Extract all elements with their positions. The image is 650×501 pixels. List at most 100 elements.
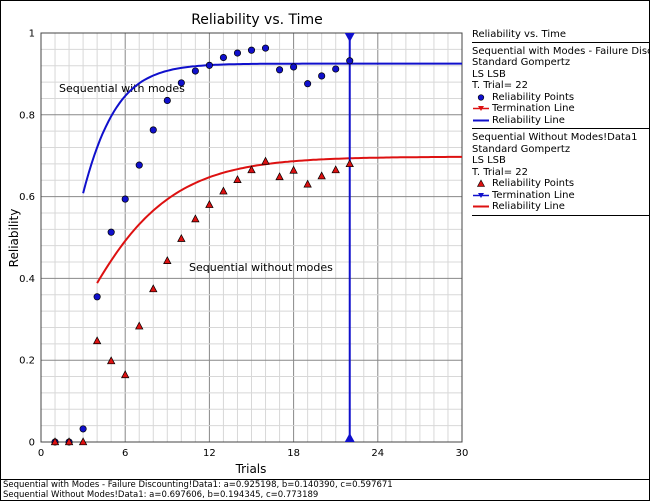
data-point-without-modes [78,437,88,446]
reliability-chart: Reliability vs. Time 0 6 12 18 24 30 0 0.2 0.4 0.… [7,12,468,476]
data-point-with-modes [304,80,312,88]
data-point-without-modes [121,370,130,379]
data-point-with-modes [346,57,354,65]
legend-line: LS LSB [472,68,506,80]
red-triangle-icon [472,178,490,189]
data-point-with-modes [233,49,242,57]
legend-line: LS LSB [472,155,506,166]
legend-entry-label: Reliability Line [492,114,565,126]
legend-entry-label: Reliability Line [492,201,565,212]
reliability-curves [82,62,462,284]
legend-group-without-modes: Sequential Without Modes!Data1 Standard … [472,132,649,216]
x-tick-label: 12 [203,448,216,459]
legend-line: Standard Gompertz [472,57,571,68]
data-point-with-modes [191,67,199,75]
legend-line: T. Trial= 22 [472,80,528,91]
data-point-with-modes [177,79,185,87]
data-point-with-modes [135,161,143,169]
reliability-line-without-modes [96,155,462,284]
data-point-without-modes [135,321,144,330]
data-point-with-modes [149,126,157,134]
legend-entry: Reliability Points [472,178,649,190]
legend-line: Sequential with Modes - Failure Discount… [472,45,649,57]
termination-top-arrow [344,33,355,42]
data-point-without-modes [261,156,270,165]
data-point-without-modes [233,175,242,183]
data-point-with-modes [261,44,270,52]
termination-lines [344,33,462,442]
legend-entry: Reliability Line [472,115,649,127]
x-tick-label: 6 [122,448,128,459]
data-point-without-modes [303,179,312,188]
red-line-icon [472,201,490,212]
data-point-without-modes [275,172,284,181]
y-tick-label: 0.4 [19,274,35,285]
chart-title: Reliability vs. Time [191,12,323,28]
y-tick-label: 0 [29,438,35,449]
y-tick-label: 0.6 [19,192,35,203]
legend: Reliability vs. Time Sequential with Mod… [472,29,649,219]
blue-termination-icon [472,190,490,201]
data-point-without-modes [177,233,186,242]
reliability-line-with-modes [82,62,462,194]
data-point-with-modes [290,63,298,71]
footer-line-with-modes: Sequential with Modes - Failure Discount… [3,480,393,490]
data-point-with-modes [332,65,340,73]
legend-line: Standard Gompertz [472,143,571,155]
x-tick-label: 18 [287,448,300,459]
blue-dot-icon [472,92,490,103]
blue-line-icon [472,115,490,126]
y-tick-label: 0.2 [19,356,35,367]
data-point-without-modes [106,356,116,365]
data-point-without-modes [219,186,228,195]
data-point-with-modes [276,66,284,74]
data-point-without-modes [149,284,158,293]
data-point-without-modes [92,336,102,345]
data-point-with-modes [121,195,129,203]
legend-entry-label: Reliability Points [492,178,575,189]
x-tick-label: 0 [38,448,44,459]
y-axis-label: Reliability [7,209,21,268]
data-point-with-modes [79,425,87,433]
legend-group-with-modes: Sequential with Modes - Failure Discount… [472,45,649,129]
legend-entry: Termination Line [472,190,649,202]
data-point-without-modes [191,214,200,223]
legend-entry-label: Reliability Points [492,91,575,103]
data-point-without-modes [163,256,172,264]
termination-bottom-arrow [344,433,355,442]
legend-entry: Reliability Points [472,92,649,104]
y-tick-label: 1 [29,29,35,40]
y-tick-label: 0.8 [19,110,35,121]
annotation-with-modes: Sequential with modes [59,82,185,95]
legend-line: T. Trial= 22 [472,166,528,178]
legend-line: Sequential Without Modes!Data1 [472,132,638,143]
data-point-without-modes [205,200,214,208]
reliability-points [50,44,354,446]
data-point-with-modes [247,46,256,54]
parameter-footer: Sequential with Modes - Failure Discount… [1,479,649,500]
data-point-with-modes [163,96,171,105]
data-point-with-modes [219,53,227,62]
plot-area [40,32,463,443]
grid [41,33,462,442]
footer-line-without-modes: Sequential Without Modes!Data1: a=0.6976… [3,490,319,500]
red-termination-icon [472,103,490,114]
annotation-without-modes: Sequential without modes [189,261,333,274]
data-point-without-modes [64,437,74,446]
x-tick-label: 30 [456,448,469,459]
legend-entry-label: Termination Line [492,189,575,201]
data-point-with-modes [93,293,101,301]
legend-title: Reliability vs. Time [472,29,649,43]
data-point-without-modes [289,165,298,174]
x-axis-label: Trials [235,462,267,476]
x-tick-label: 24 [371,448,384,459]
data-point-without-modes [50,437,60,446]
legend-entry-label: Termination Line [492,103,575,114]
axis-ticks: 0 6 12 18 24 30 0 0.2 0.4 0.6 0.8 1 [19,29,468,460]
data-point-without-modes [247,165,256,174]
data-point-with-modes [205,61,213,69]
legend-entry: Reliability Line [472,201,649,213]
data-point-without-modes [331,165,340,174]
data-point-without-modes [345,159,354,168]
